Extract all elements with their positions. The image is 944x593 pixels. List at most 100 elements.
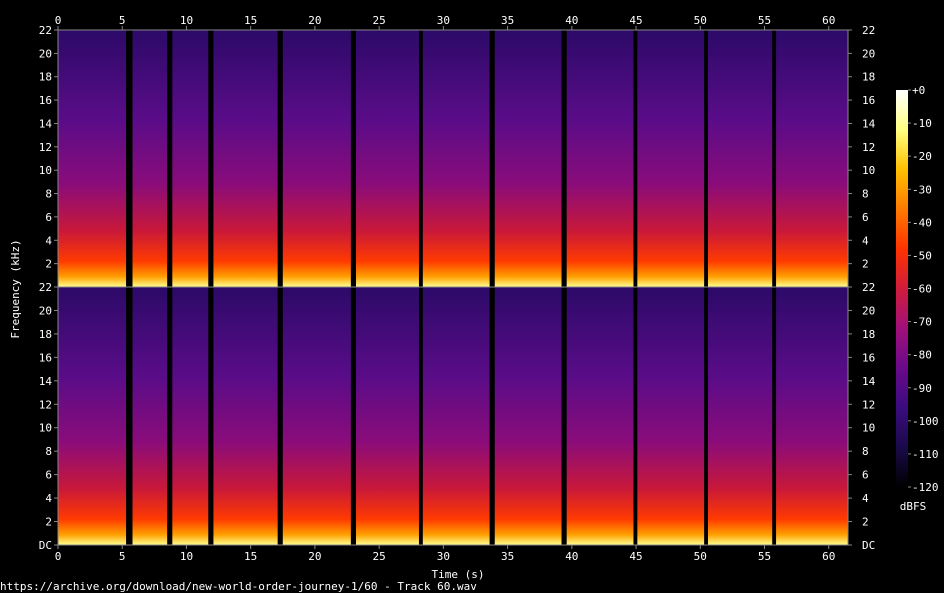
silent-gap xyxy=(633,287,638,545)
silent-gap xyxy=(208,287,214,545)
y-tick-label-right: 16 xyxy=(862,94,875,107)
x-tick-label: 55 xyxy=(758,550,771,563)
colorbar xyxy=(896,90,908,487)
y-tick-label-right: DC xyxy=(862,539,875,552)
y-tick-label: 6 xyxy=(45,211,52,224)
y-tick-label-right: 4 xyxy=(862,492,869,505)
panel-frame xyxy=(57,286,849,546)
x-tick-label: 50 xyxy=(694,550,707,563)
x-tick-label-top: 15 xyxy=(244,14,257,27)
silent-gap xyxy=(208,30,214,287)
y-tick-label-right: 2 xyxy=(862,516,869,529)
colorbar-label: dBFS xyxy=(900,500,927,513)
colorbar-tick-label: -20 xyxy=(912,150,932,163)
y-tick-label: 16 xyxy=(39,351,52,364)
y-tick-label: 12 xyxy=(39,141,52,154)
x-tick-label: 20 xyxy=(308,550,321,563)
y-tick-label-right: 14 xyxy=(862,375,876,388)
y-tick-label-right: 12 xyxy=(862,398,875,411)
x-tick-label-top: 35 xyxy=(501,14,514,27)
y-tick-label-right: 22 xyxy=(862,281,875,294)
colorbar-tick-label: -100 xyxy=(912,415,939,428)
y-tick-label-right: 20 xyxy=(862,47,875,60)
y-tick-label-right: 12 xyxy=(862,141,875,154)
silent-gap xyxy=(772,287,777,545)
x-tick-label-top: 55 xyxy=(758,14,771,27)
silent-gap xyxy=(418,287,423,545)
y-tick-label-right: 6 xyxy=(862,211,869,224)
y-tick-label: 10 xyxy=(39,164,52,177)
x-tick-label: 30 xyxy=(437,550,450,563)
colorbar-tick-label: -60 xyxy=(912,283,932,296)
silent-gap xyxy=(277,30,283,287)
colorbar-tick-label: -30 xyxy=(912,183,932,196)
y-tick-label-right: 20 xyxy=(862,304,875,317)
x-tick-label: 5 xyxy=(119,550,126,563)
y-tick-label-right: 18 xyxy=(862,328,875,341)
colorbar-tick-label: -70 xyxy=(912,316,932,329)
y-tick-label: 16 xyxy=(39,94,52,107)
x-tick-label: 0 xyxy=(55,550,62,563)
x-tick-label-top: 60 xyxy=(822,14,835,27)
silent-gap xyxy=(489,30,495,287)
x-tick-label-top: 40 xyxy=(565,14,578,27)
silent-gap xyxy=(489,287,495,545)
colorbar-tick-label: -110 xyxy=(912,448,939,461)
silent-gap xyxy=(126,287,133,545)
colorbar-tick-label: -120 xyxy=(912,481,939,494)
x-tick-label-top: 5 xyxy=(119,14,126,27)
y-tick-label: 6 xyxy=(45,469,52,482)
silent-gap xyxy=(167,287,173,545)
silent-gap xyxy=(126,30,133,287)
y-tick-label: 8 xyxy=(45,188,52,201)
y-tick-label-right: 10 xyxy=(862,422,875,435)
spectrogram-panel xyxy=(58,30,848,287)
colorbar-tick-label: -50 xyxy=(912,249,932,262)
y-tick-label: 20 xyxy=(39,47,52,60)
silent-gap xyxy=(704,287,708,545)
y-tick-label-right: 18 xyxy=(862,71,875,84)
y-tick-label-right: 4 xyxy=(862,234,869,247)
y-tick-label: DC xyxy=(39,539,52,552)
y-tick-label: 14 xyxy=(39,375,53,388)
x-tick-label-top: 45 xyxy=(629,14,642,27)
y-tick-label: 4 xyxy=(45,234,52,247)
channel-panel-left xyxy=(57,29,849,288)
x-tick-label: 25 xyxy=(373,550,386,563)
silent-gap xyxy=(277,287,283,545)
y-tick-label: 2 xyxy=(45,258,52,271)
y-tick-label-right: 6 xyxy=(862,469,869,482)
silent-gap xyxy=(772,30,777,287)
y-tick-label-right: 8 xyxy=(862,445,869,458)
y-tick-label: 4 xyxy=(45,492,52,505)
x-tick-label: 45 xyxy=(629,550,642,563)
y-tick-label: 22 xyxy=(39,281,52,294)
y-tick-label: 22 xyxy=(39,24,52,37)
channel-panel-right xyxy=(57,286,849,546)
source-url: https://archive.org/download/new-world-o… xyxy=(0,580,477,593)
silent-gap xyxy=(350,287,357,545)
x-tick-label-top: 0 xyxy=(55,14,62,27)
x-tick-label-top: 50 xyxy=(694,14,707,27)
y-tick-label: 18 xyxy=(39,328,52,341)
y-tick-label-right: 2 xyxy=(862,258,869,271)
x-axis-label: Time (s) xyxy=(432,568,485,581)
x-tick-label: 15 xyxy=(244,550,257,563)
x-tick-label-top: 20 xyxy=(308,14,321,27)
x-tick-label: 40 xyxy=(565,550,578,563)
silent-gap xyxy=(167,30,173,287)
colorbar-tick-label: -10 xyxy=(912,117,932,130)
y-tick-label-right: 14 xyxy=(862,117,876,130)
y-tick-label: 12 xyxy=(39,398,52,411)
y-axis-label: Frequency (kHz) xyxy=(9,239,22,338)
silent-gap xyxy=(561,30,567,287)
colorbar-tick-label: -90 xyxy=(912,382,932,395)
x-tick-label-top: 30 xyxy=(437,14,450,27)
silent-gap xyxy=(418,30,423,287)
x-tick-label-top: 10 xyxy=(180,14,193,27)
spectrogram-panel xyxy=(58,287,848,545)
y-tick-label: 18 xyxy=(39,71,52,84)
y-tick-label-right: 16 xyxy=(862,351,875,364)
